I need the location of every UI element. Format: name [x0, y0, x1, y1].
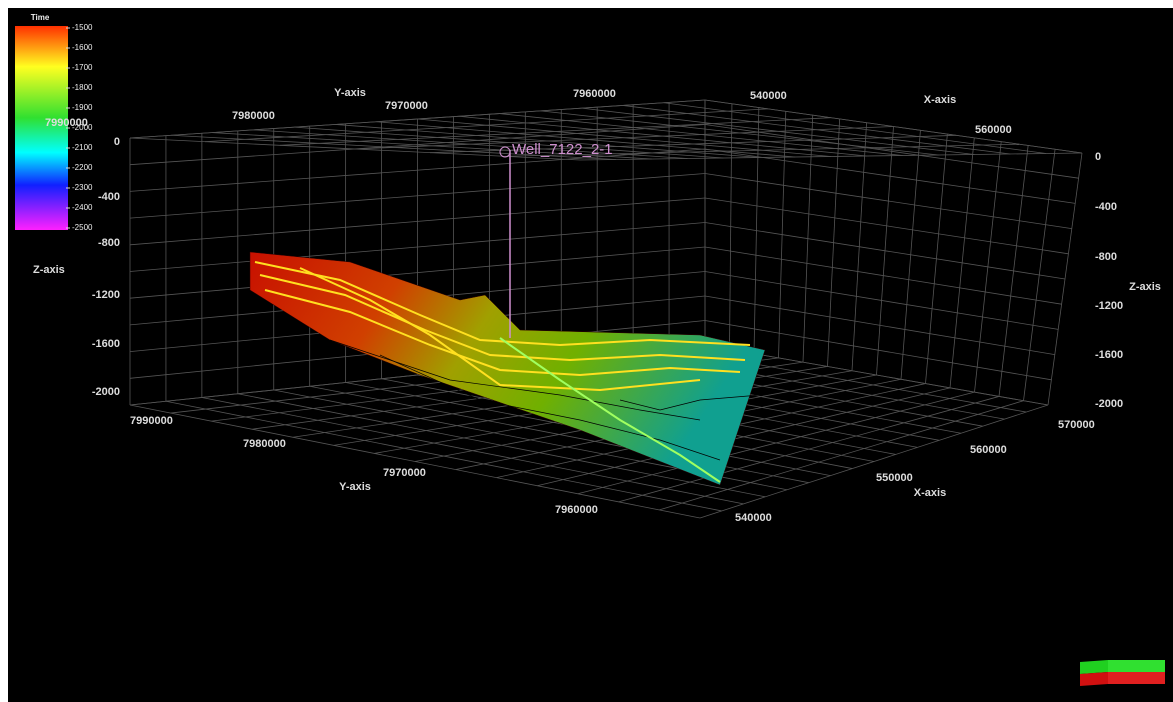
tick-label: 0: [1095, 151, 1101, 163]
tick-label: -1200: [1095, 300, 1123, 312]
tick-label: 7960000: [555, 504, 598, 516]
right-ticks: 0 -400 -800 -1200 -1600 -2000: [1095, 151, 1123, 410]
tick-label: 7970000: [383, 467, 426, 479]
tick-label: -400: [98, 191, 120, 203]
tick-label: -1600: [1095, 349, 1123, 361]
grid-line: [579, 152, 1083, 161]
grid-line: [704, 173, 1072, 229]
contours: [254, 261, 751, 392]
grid-line: [204, 108, 768, 143]
tick-label: -2000: [92, 386, 120, 398]
well-head[interactable]: [499, 146, 511, 158]
axis-title: Y-axis: [339, 481, 371, 493]
tick-label: 560000: [975, 124, 1012, 136]
legend-tick-label: -2400: [72, 203, 93, 212]
orientation-cube[interactable]: [1080, 660, 1165, 686]
axis-title: Z-axis: [1129, 281, 1161, 293]
grid-line: [704, 295, 1055, 355]
grid-line: [704, 124, 1079, 179]
axis-title: X-axis: [914, 487, 946, 499]
grid-line: [659, 400, 1024, 511]
tick-label: 570000: [1058, 419, 1095, 431]
grid-line: [354, 126, 894, 150]
tick-label: 7980000: [232, 110, 275, 122]
tick-label: 540000: [750, 90, 787, 102]
axis-title: Y-axis: [334, 87, 366, 99]
legend-tick-label: -1600: [72, 43, 93, 52]
grid-line: [577, 391, 975, 495]
grid-line: [537, 387, 951, 487]
grid-line: [129, 173, 706, 219]
legend-tick-label: -1900: [72, 103, 93, 112]
tick-label: -2000: [1095, 398, 1123, 410]
tick-label: 540000: [735, 512, 772, 524]
tick-label: -400: [1095, 201, 1117, 213]
grid-line: [129, 197, 706, 246]
legend-tick-label: -2300: [72, 183, 93, 192]
tick-label: 0: [114, 136, 120, 148]
grid-line: [704, 320, 1052, 381]
grid-line: [704, 148, 1076, 204]
grid-line: [504, 143, 1020, 157]
tick-label: -1600: [92, 338, 120, 350]
legend-ticks: -1500 -1600 -1700 -1800 -1900 -2000 -2100 -2200…: [66, 23, 93, 232]
well-trajectory: [499, 337, 721, 483]
well-label[interactable]: Well_7122_2-1: [512, 141, 613, 158]
grid-line: [129, 99, 706, 139]
tick-label: 550000: [876, 472, 913, 484]
tick-label: -1200: [92, 289, 120, 301]
tick-label: -800: [1095, 251, 1117, 263]
tick-label: 7990000: [45, 117, 88, 129]
legend-tick-label: -2500: [72, 223, 93, 232]
left-ticks: 0 -400 -800 -1200 -1600 -2000: [92, 136, 120, 398]
grid-line: [704, 222, 1066, 280]
tick-label: 560000: [970, 444, 1007, 456]
legend-title: Time: [31, 13, 50, 22]
tick-label: -800: [98, 237, 120, 249]
color-legend[interactable]: [15, 26, 68, 230]
grid-line: [704, 246, 1062, 305]
legend-tick-label: -2000: [72, 123, 93, 132]
tick-label: 7970000: [385, 100, 428, 112]
tick-label: 7990000: [130, 415, 173, 427]
grid-line: [704, 271, 1059, 330]
grid-line: [129, 222, 706, 272]
axis-title: X-axis: [924, 94, 956, 106]
legend-tick-label: -2100: [72, 143, 93, 152]
tick-label: 7980000: [243, 438, 286, 450]
grid-line: [279, 117, 831, 146]
tick-label: 7960000: [573, 88, 616, 100]
grid-line: [618, 396, 1000, 503]
legend-tick-label: -1700: [72, 63, 93, 72]
legend-tick-label: -1500: [72, 23, 93, 32]
iso-lines: [329, 339, 761, 461]
grid-line: [704, 197, 1069, 255]
grid-line: [699, 404, 1049, 519]
grid-line: [429, 134, 957, 154]
legend-tick-label: -1800: [72, 83, 93, 92]
axis-title: Z-axis: [33, 264, 65, 276]
legend-tick-label: -2200: [72, 163, 93, 172]
grid-line: [129, 246, 706, 299]
